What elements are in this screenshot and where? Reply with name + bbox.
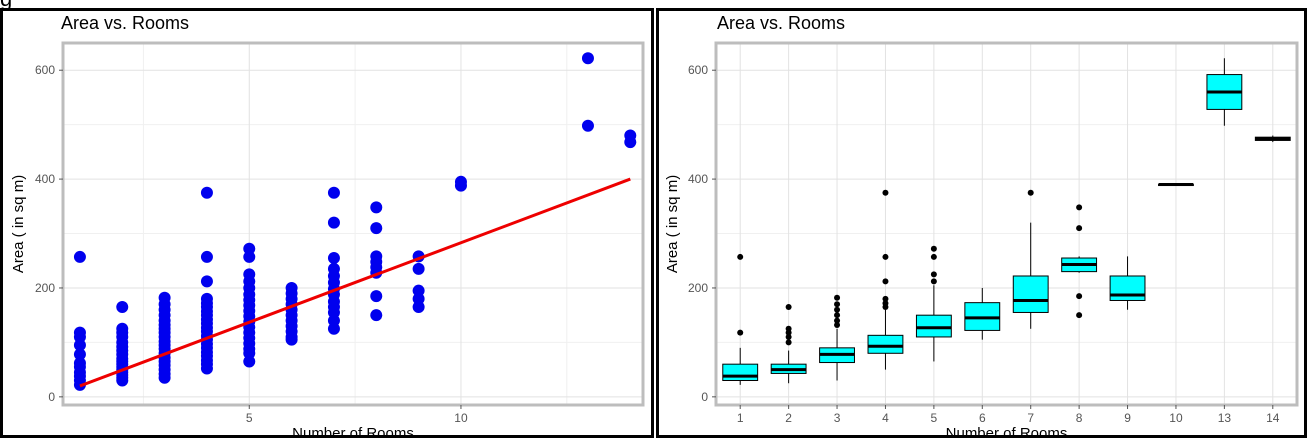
x-tick-label: 1 [737,411,744,425]
data-point [370,222,383,235]
data-point [412,262,425,275]
x-tick-label: 6 [979,411,986,425]
data-point [327,322,340,335]
outlier-point [882,295,889,302]
cropped-header-fragment: g [0,0,12,12]
data-point [73,339,86,352]
outlier-point [834,294,841,301]
x-tick-label: 7 [1027,411,1034,425]
outlier-point [930,278,937,285]
data-point [116,301,129,314]
outlier-point [737,253,744,260]
y-tick-label: 200 [688,281,708,295]
data-point [285,333,298,346]
outlier-point [834,312,841,319]
x-tick-label: 3 [834,411,841,425]
outlier-point [930,271,937,278]
y-tick-label: 400 [35,172,55,186]
scatter-panel: Area vs. Rooms 0 200 400 600 5 10 Number of Ro… [0,8,654,438]
outlier-point [1076,204,1083,211]
y-tick-label: 400 [688,172,708,186]
x-axis-label: Number of Rooms [292,425,414,435]
data-point [581,52,594,65]
outlier-point [930,245,937,252]
data-point [624,136,637,149]
outlier-point [882,278,889,285]
y-tick-label: 0 [701,390,708,404]
data-point [200,362,213,375]
plot-background [716,43,1297,405]
data-point [200,275,213,288]
outlier-point [834,306,841,313]
outlier-point [930,253,937,260]
scatter-plot: 0 200 400 600 5 10 Number of Rooms Area ( in sq… [10,41,645,435]
x-tick-label: 2 [785,411,792,425]
outlier-point [1076,225,1083,232]
scatter-title: Area vs. Rooms [61,13,190,33]
outlier-point [785,325,792,332]
y-tick-label: 600 [688,63,708,77]
y-axis-label: Area ( in sq m) [664,175,681,273]
y-tick-label: 600 [35,63,55,77]
data-point [370,309,383,322]
box [1012,275,1049,313]
outlier-point [785,339,792,346]
y-tick-label: 200 [35,281,55,295]
plot-border [61,41,645,407]
outlier-point [737,329,744,336]
x-tick-label: 13 [1218,411,1232,425]
x-tick-label: 10 [1169,411,1183,425]
x-tick-label: 9 [1124,411,1131,425]
data-point [200,186,213,199]
plot-border [714,41,1299,407]
data-point [327,186,340,199]
outlier-point [834,321,841,328]
outlier-point [785,304,792,311]
x-tick-label: 14 [1266,411,1280,425]
regression-line [79,177,631,388]
x-tick-label: 5 [246,411,253,425]
y-tick-label: 0 [48,390,55,404]
box [1109,275,1146,301]
data-point [200,250,213,263]
data-point [412,301,425,314]
data-point [327,252,340,265]
box [722,363,759,382]
boxplot-panel: Area vs. Rooms 0 200 400 600 1 2 3 4 5 6 7 8 9 10 13 14… [656,8,1307,438]
outlier-point [882,300,889,307]
data-point [581,119,594,132]
x-tick-label: 8 [1076,411,1083,425]
x-axis-label: Number of Rooms [946,425,1068,435]
outlier-point [882,253,889,260]
y-axis-label: Area ( in sq m) [10,175,27,273]
data-point [158,371,171,384]
data-point [327,216,340,229]
data-point [454,179,467,192]
x-tick-label: 5 [931,411,938,425]
box [915,314,952,338]
boxplot-plot: 0 200 400 600 1 2 3 4 5 6 7 8 9 10 13 14 Number of Rooms… [664,41,1299,435]
outlier-point [834,301,841,308]
data-point [370,290,383,303]
outlier-point [1076,312,1083,319]
data-point [370,201,383,214]
outlier-point [882,189,889,196]
data-point [73,250,86,263]
outlier-point [834,317,841,324]
data-point [243,250,256,263]
outlier-point [785,333,792,340]
data-point [73,348,86,361]
data-point [243,355,256,368]
outlier-point [1027,189,1034,196]
x-tick-label: 10 [454,411,468,425]
outlier-point [1076,293,1083,300]
data-point [116,374,129,387]
box [867,334,904,354]
boxplot-title: Area vs. Rooms [717,13,846,33]
plot-background [63,43,643,405]
x-tick-label: 4 [882,411,889,425]
